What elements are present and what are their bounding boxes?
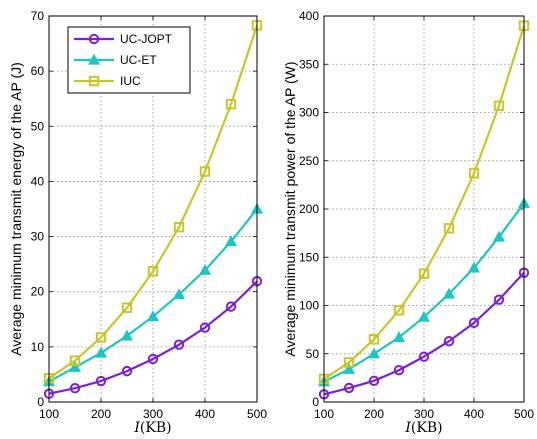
x-tick-label: 200 xyxy=(91,407,111,421)
data-point xyxy=(417,310,431,322)
y-axis-label: Average minimum transmit energy of the A… xyxy=(8,62,24,356)
data-point xyxy=(418,351,430,362)
data-point xyxy=(493,100,505,111)
y-tick-label: 150 xyxy=(299,250,319,264)
y-tick-label: 70 xyxy=(31,9,45,23)
data-point xyxy=(121,365,133,377)
y-axis-label: Average minimum transmit power of the AP… xyxy=(282,61,298,356)
data-point xyxy=(368,375,380,386)
x-tick-label: 300 xyxy=(143,407,163,421)
legend-marker xyxy=(88,75,100,87)
y-tick-label: 100 xyxy=(299,299,319,313)
data-point xyxy=(198,263,212,275)
x-tick-label: 400 xyxy=(464,407,484,421)
data-point xyxy=(94,346,108,358)
data-point xyxy=(443,336,455,347)
series-iuc xyxy=(43,20,263,384)
x-tick-label: 100 xyxy=(39,407,59,421)
series-line xyxy=(323,25,526,380)
x-tick-label: 500 xyxy=(514,407,534,421)
data-point xyxy=(147,266,159,277)
y-tick-label: 20 xyxy=(31,285,45,299)
data-point xyxy=(199,166,211,177)
x-axis-label-unit: (KB) xyxy=(140,420,172,436)
data-point xyxy=(95,332,107,343)
data-point xyxy=(367,347,381,359)
x-axis-label-variable: I xyxy=(404,420,411,436)
x-axis-label: I(KB) xyxy=(133,420,171,436)
y-tick-label: 10 xyxy=(31,340,45,354)
legend-marker xyxy=(87,53,101,65)
series-line xyxy=(48,25,259,380)
power-chart-panel: 100 200 300 400 500 0 50 100 150 200 250 300 350 400 I… xyxy=(282,9,534,436)
x-axis-label-unit: (KB) xyxy=(411,420,443,436)
data-point xyxy=(368,334,380,345)
data-point xyxy=(343,382,355,394)
legend-marker xyxy=(88,33,100,45)
series-uc-et xyxy=(317,196,531,387)
x-tick-label: 100 xyxy=(314,407,334,421)
data-point xyxy=(342,362,356,374)
data-point xyxy=(468,317,480,329)
data-point xyxy=(468,168,480,179)
x-tick-label: 500 xyxy=(247,407,267,421)
axes-frame xyxy=(323,15,525,403)
y-tick-label: 50 xyxy=(306,347,320,361)
axes-frame xyxy=(48,15,258,403)
data-point xyxy=(69,383,81,394)
data-point xyxy=(69,355,81,366)
data-point xyxy=(493,294,505,305)
y-tick-label: 50 xyxy=(31,119,45,133)
data-point xyxy=(467,261,481,273)
y-tick-label: 200 xyxy=(299,202,319,216)
y-tick-label: 0 xyxy=(312,395,319,409)
data-point xyxy=(492,230,506,242)
data-point xyxy=(393,305,405,316)
data-point xyxy=(393,364,405,376)
data-point xyxy=(173,221,185,233)
y-tick-label: 250 xyxy=(299,154,319,168)
data-point xyxy=(225,301,237,312)
data-point xyxy=(442,287,456,299)
data-point xyxy=(224,235,238,247)
y-tick-label: 300 xyxy=(299,106,319,120)
data-point xyxy=(120,329,134,341)
data-point xyxy=(121,302,133,313)
legend-label: UC-JOPT xyxy=(120,32,173,46)
series-line xyxy=(323,271,525,396)
x-axis-label: I(KB) xyxy=(404,420,442,436)
data-point xyxy=(418,268,430,279)
data-point xyxy=(146,310,160,322)
x-tick-label: 300 xyxy=(414,407,434,421)
x-tick-label: 200 xyxy=(364,407,384,421)
y-tick-label: 0 xyxy=(37,395,44,409)
data-point xyxy=(172,288,186,300)
data-point xyxy=(343,357,355,368)
x-tick-label: 400 xyxy=(195,407,215,421)
y-tick-label: 400 xyxy=(299,9,319,23)
data-point xyxy=(225,99,237,110)
data-point xyxy=(392,331,406,343)
x-axis-label-variable: I xyxy=(133,420,140,436)
chart-legend: UC-JOPT UC-ET IUC xyxy=(67,26,191,94)
series-uc-jopt xyxy=(318,267,530,400)
data-point xyxy=(95,375,107,387)
y-tick-label: 30 xyxy=(31,230,45,244)
data-point xyxy=(68,361,82,372)
data-point xyxy=(173,339,185,350)
legend-label: UC-ET xyxy=(120,53,157,67)
legend-label: IUC xyxy=(120,74,141,88)
y-tick-label: 40 xyxy=(31,174,45,188)
series-line xyxy=(48,280,258,395)
y-tick-label: 60 xyxy=(31,64,45,78)
data-point xyxy=(199,322,211,333)
y-tick-label: 350 xyxy=(299,57,319,71)
data-point xyxy=(443,223,455,234)
data-point xyxy=(147,353,159,365)
